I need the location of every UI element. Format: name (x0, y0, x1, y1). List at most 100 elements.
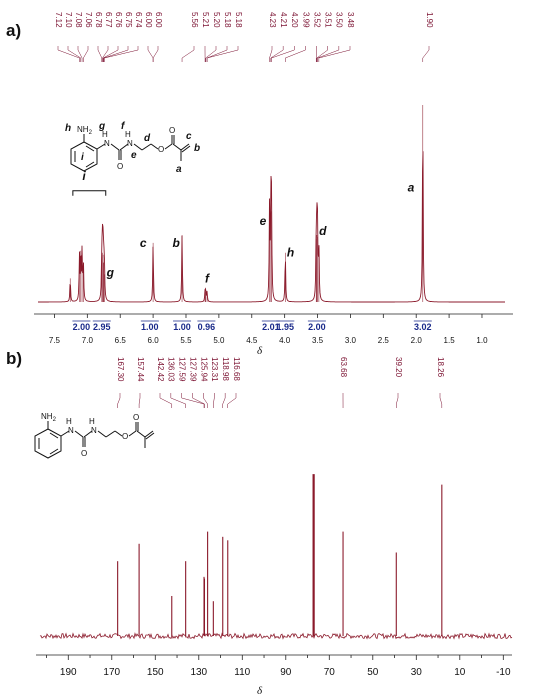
h1-peak-label-3: 7.06 (84, 12, 93, 28)
h1-peak-label-22: 3.50 (335, 12, 344, 28)
svg-text:g: g (98, 121, 105, 132)
h1-peak-label-4: 6.78 (94, 12, 103, 28)
svg-text:O: O (158, 145, 164, 154)
h1-tick-label-8: 3.5 (312, 336, 324, 345)
c13-peak-label-7: 123.31 (210, 357, 219, 382)
h1-spectrum-trace (38, 151, 505, 303)
c13-peak-connector-0 (117, 393, 121, 408)
h1-tick-label-10: 2.5 (378, 336, 390, 345)
svg-text:H: H (125, 130, 131, 139)
h1-tick-label-9: 3.0 (345, 336, 357, 345)
h1-peak-label-1: 7.10 (64, 12, 73, 28)
h1-peak-connector-22 (317, 46, 340, 62)
c13-peak-label-11: 39.20 (394, 357, 403, 378)
h1-peak-label-15: 5.18 (234, 12, 243, 28)
panel-b-peak-labels: 167.30 157.44 142.42 136.03 127.59 127.39 125.… (116, 357, 445, 408)
h1-peak-connector-18 (271, 46, 295, 62)
c13-tick-label-1: 170 (103, 667, 120, 678)
h1-tick-label-13: 1.0 (476, 336, 488, 345)
c13-peak-label-2: 142.42 (156, 357, 165, 382)
panel-a-peak-labels: 7.12 7.10 7.08 7.06 6.78 6.77 6.76 6.75 6.74 6.00… (54, 12, 434, 62)
h1-peak-connector-16 (269, 46, 273, 62)
svg-text:H: H (89, 417, 95, 426)
c13-peak-connector-3 (170, 393, 186, 408)
panel-a-spectrum (38, 105, 505, 303)
svg-text:N: N (91, 426, 97, 435)
h1-bracket-i (72, 190, 107, 196)
h1-peak-connector-9 (147, 46, 154, 62)
h1-tick-label-4: 5.5 (180, 336, 192, 345)
svg-text:O: O (133, 413, 139, 422)
h1-peak-connector-14 (206, 46, 228, 62)
c13-peak-connector-11 (396, 393, 399, 408)
svg-text:h: h (65, 123, 71, 134)
h1-peak-label-9: 6.00 (144, 12, 153, 28)
h1-tick-label-3: 6.0 (148, 336, 160, 345)
h1-peak-label-13: 5.20 (212, 12, 221, 28)
h1-integral-4: 0.96 (198, 322, 216, 332)
h1-peak-connector-6 (102, 46, 119, 62)
h1-peak-connector-10 (152, 46, 159, 62)
h1-peak-label-5: 6.77 (104, 12, 113, 28)
h1-tick-label-0: 7.5 (49, 336, 61, 345)
svg-text:e: e (131, 150, 137, 161)
h1-annotation-b: b (172, 236, 179, 250)
h1-peak-label-10: 6.00 (154, 12, 163, 28)
h1-integral-0: 2.00 (73, 322, 91, 332)
svg-text:N: N (104, 139, 110, 148)
h1-peak-label-7: 6.75 (124, 12, 133, 28)
h1-peak-label-12: 5.21 (201, 12, 210, 28)
b-nh2-label: NH2 (41, 412, 57, 423)
c13-peak-label-8: 118.98 (221, 357, 230, 381)
c13-tick-label-3: 130 (190, 667, 207, 678)
c13-tick-label-2: 150 (147, 667, 164, 678)
panel-a-letter: a) (6, 21, 21, 40)
svg-text:N: N (127, 139, 133, 148)
c13-peak-label-10: 63.68 (339, 357, 348, 378)
svg-text:c: c (186, 131, 192, 142)
h1-peak-label-20: 3.52 (312, 12, 321, 28)
h1-peak-label-16: 4.23 (268, 12, 277, 28)
svg-text:i: i (81, 152, 84, 163)
c13-peak-connector-2 (159, 393, 173, 408)
h1-integral-6: 1.95 (277, 322, 295, 332)
c13-peak-label-3: 136.03 (167, 357, 176, 382)
svg-text:d: d (144, 133, 151, 144)
c13-peak-connector-4 (181, 393, 205, 408)
h1-tick-label-6: 4.5 (246, 336, 258, 345)
nh2-label: NH2 (77, 125, 93, 136)
h1-annotation-d: d (319, 224, 327, 238)
panel-a-integrals: 2.00 2.95 1.00 1.00 0.96 2.011.95 2.00 3.02 (72, 320, 432, 332)
c13-peak-connector-6 (203, 393, 208, 408)
c13-tick-label-9: 10 (454, 667, 466, 678)
svg-text:H: H (102, 130, 108, 139)
h1-annotation-h: h (287, 246, 294, 260)
svg-text:f: f (121, 121, 126, 132)
h1-peak-connector-17 (270, 46, 284, 62)
h1-peak-connector-19 (285, 46, 306, 62)
h1-integral-8: 3.02 (414, 322, 432, 332)
c13-peak-connector-9 (227, 393, 237, 408)
h1-peak-connector-21 (316, 46, 328, 62)
c13-tick-label-6: 70 (324, 667, 336, 678)
h1-peak-label-24: 1.90 (425, 12, 434, 28)
svg-text:b: b (194, 143, 200, 154)
svg-text:N: N (68, 426, 74, 435)
h1-annotation-a: a (408, 181, 415, 195)
h1-peak-connector-13 (205, 46, 217, 62)
h1-peak-connector-11 (181, 46, 195, 62)
h1-peak-connector-2 (77, 46, 83, 62)
c13-peak-connector-7 (213, 393, 215, 408)
h1-integral-3: 1.00 (173, 322, 191, 332)
c13-tick-label-5: 90 (280, 667, 292, 678)
h1-peak-label-11: 5.56 (190, 12, 199, 28)
h1-peak-label-14: 5.18 (223, 12, 232, 28)
h1-peak-label-23: 3.48 (346, 12, 355, 28)
panel-b-x-axis: 190 170 150 130 110 90 70 50 30 10 -10 (36, 654, 512, 678)
c13-baseline (39, 632, 513, 640)
c13-peak-label-6: 125.94 (199, 357, 208, 382)
h1-peak-label-2: 7.08 (74, 12, 83, 28)
c13-peak-label-1: 157.44 (136, 357, 145, 382)
h1-peak-label-18: 4.20 (290, 12, 299, 28)
